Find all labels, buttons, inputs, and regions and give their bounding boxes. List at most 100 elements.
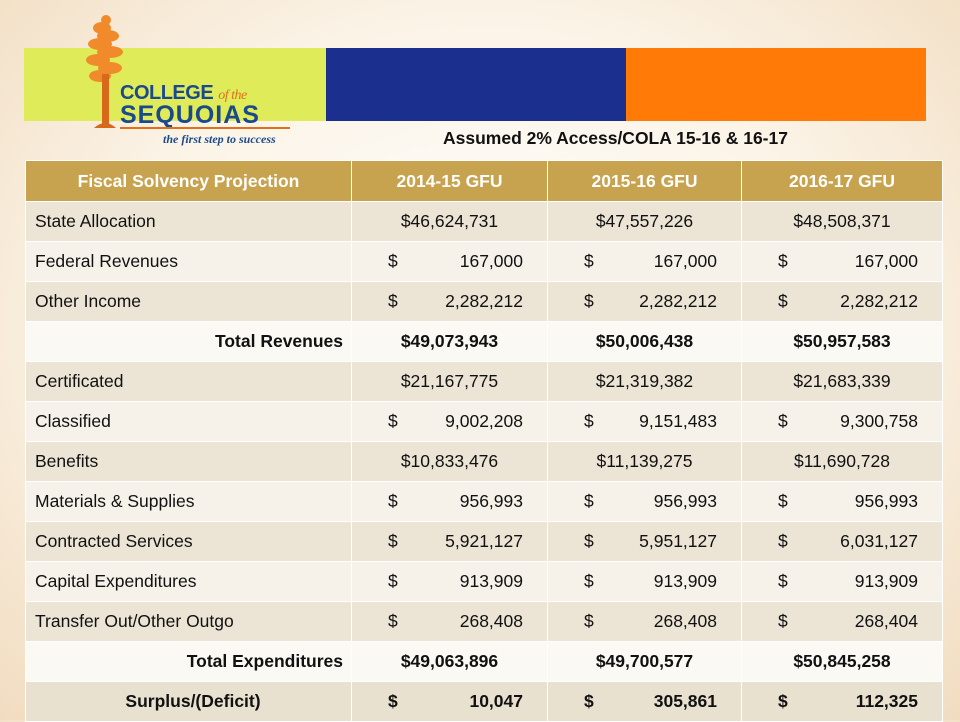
amount: $21,683,339 <box>793 371 891 391</box>
value-cell: $5,951,127 <box>547 521 742 562</box>
value-cell: $305,861 <box>547 681 742 722</box>
value-cell: $913,909 <box>741 561 943 602</box>
row-label: Materials & Supplies <box>25 481 352 522</box>
value-cell: $167,000 <box>741 241 943 282</box>
currency-symbol: $ <box>388 691 398 711</box>
row-label: Capital Expenditures <box>25 561 352 602</box>
value-cell: $11,139,275 <box>547 441 742 482</box>
currency-symbol: $ <box>778 411 788 431</box>
amount: 112,325 <box>855 691 918 711</box>
table-row: Classified $9,002,208 $9,151,483 $9,300,758 <box>25 401 943 442</box>
currency-symbol: $ <box>388 291 398 311</box>
table-row: Other Income $2,282,212 $2,282,212 $2,282,2… <box>25 281 943 322</box>
currency-symbol: $ <box>388 531 398 551</box>
currency-symbol: $ <box>778 531 788 551</box>
currency-symbol: $ <box>584 571 594 591</box>
amount: 10,047 <box>469 691 523 711</box>
row-label: Surplus/(Deficit) <box>25 681 352 722</box>
value-cell: $956,993 <box>351 481 548 522</box>
amount: 9,300,758 <box>840 411 918 431</box>
currency-symbol: $ <box>584 291 594 311</box>
logo-sequoias-text: SEQUOIAS <box>120 101 260 129</box>
table-row: Transfer Out/Other Outgo $268,408 $268,408… <box>25 601 943 642</box>
table-row: Materials & Supplies $956,993 $956,993 $956… <box>25 481 943 522</box>
value-cell: $46,624,731 <box>351 201 548 242</box>
value-cell: $5,921,127 <box>351 521 548 562</box>
currency-symbol: $ <box>388 571 398 591</box>
page-subtitle: Assumed 2% Access/COLA 15-16 & 16-17 <box>443 128 788 148</box>
amount: 268,404 <box>854 611 918 631</box>
fiscal-projection-table: Fiscal Solvency Projection 2014-15 GFU 2… <box>25 160 943 722</box>
amount: 268,408 <box>653 611 717 631</box>
value-cell: $21,167,775 <box>351 361 548 402</box>
currency-symbol: $ <box>584 691 594 711</box>
table-row: Surplus/(Deficit) $10,047 $305,861 $112,325 <box>25 681 943 722</box>
row-label: Other Income <box>25 281 352 322</box>
header-band-blue <box>326 48 626 121</box>
value-cell: $2,282,212 <box>547 281 742 322</box>
amount: 956,993 <box>459 491 523 511</box>
amount: 913,909 <box>653 571 717 591</box>
value-cell: $47,557,226 <box>547 201 742 242</box>
currency-symbol: $ <box>584 531 594 551</box>
value-cell: $9,300,758 <box>741 401 943 442</box>
amount: $48,508,371 <box>793 211 891 231</box>
amount: $11,139,275 <box>596 451 693 471</box>
value-cell: $21,683,339 <box>741 361 943 402</box>
header-band-orange <box>626 48 926 121</box>
value-cell: $913,909 <box>351 561 548 602</box>
value-cell: $6,031,127 <box>741 521 943 562</box>
amount: $10,833,476 <box>400 451 499 471</box>
value-cell: $49,700,577 <box>547 641 742 682</box>
amount: $11,690,728 <box>793 451 891 471</box>
amount: 2,282,212 <box>445 291 523 311</box>
column-header: Fiscal Solvency Projection <box>25 160 352 202</box>
currency-symbol: $ <box>388 491 398 511</box>
amount: 167,000 <box>653 251 717 271</box>
currency-symbol: $ <box>584 411 594 431</box>
currency-symbol: $ <box>778 251 788 271</box>
amount: 913,909 <box>459 571 523 591</box>
column-header: 2016-17 GFU <box>741 160 943 202</box>
amount: 956,993 <box>653 491 717 511</box>
table-header-row: Fiscal Solvency Projection 2014-15 GFU 2… <box>25 160 943 202</box>
currency-symbol: $ <box>584 491 594 511</box>
amount: 6,031,127 <box>840 531 918 551</box>
amount: $21,319,382 <box>595 371 694 391</box>
value-cell: $49,073,943 <box>351 321 548 362</box>
amount: 167,000 <box>459 251 523 271</box>
value-cell: $21,319,382 <box>547 361 742 402</box>
table-row: State Allocation $46,624,731 $47,557,226 $4… <box>25 201 943 242</box>
amount: 305,861 <box>653 691 717 711</box>
value-cell: $11,690,728 <box>741 441 943 482</box>
value-cell: $167,000 <box>547 241 742 282</box>
value-cell: $268,408 <box>351 601 548 642</box>
value-cell: $48,508,371 <box>741 201 943 242</box>
currency-symbol: $ <box>584 251 594 271</box>
currency-symbol: $ <box>388 251 398 271</box>
row-label: Contracted Services <box>25 521 352 562</box>
header-band-lime <box>24 48 326 121</box>
amount: 167,000 <box>854 251 918 271</box>
value-cell: $10,047 <box>351 681 548 722</box>
row-label: Total Expenditures <box>25 641 352 682</box>
amount: 5,951,127 <box>639 531 717 551</box>
amount: 913,909 <box>854 571 918 591</box>
currency-symbol: $ <box>778 291 788 311</box>
table-row: Total Expenditures $49,063,896 $49,700,577… <box>25 641 943 682</box>
amount: $46,624,731 <box>400 211 499 231</box>
logo-college-text: COLLEGE of the <box>120 82 247 104</box>
amount: $50,006,438 <box>595 331 694 351</box>
table-row: Certificated $21,167,775 $21,319,382 $21,68… <box>25 361 943 402</box>
amount: 268,408 <box>459 611 523 631</box>
currency-symbol: $ <box>388 611 398 631</box>
value-cell: $9,151,483 <box>547 401 742 442</box>
row-label: Certificated <box>25 361 352 402</box>
value-cell: $268,408 <box>547 601 742 642</box>
sequoia-tree-icon <box>86 15 123 128</box>
currency-symbol: $ <box>778 571 788 591</box>
value-cell: $2,282,212 <box>351 281 548 322</box>
column-header: 2014-15 GFU <box>351 160 548 202</box>
logo-rule <box>120 127 290 129</box>
amount: $49,073,943 <box>400 331 499 351</box>
